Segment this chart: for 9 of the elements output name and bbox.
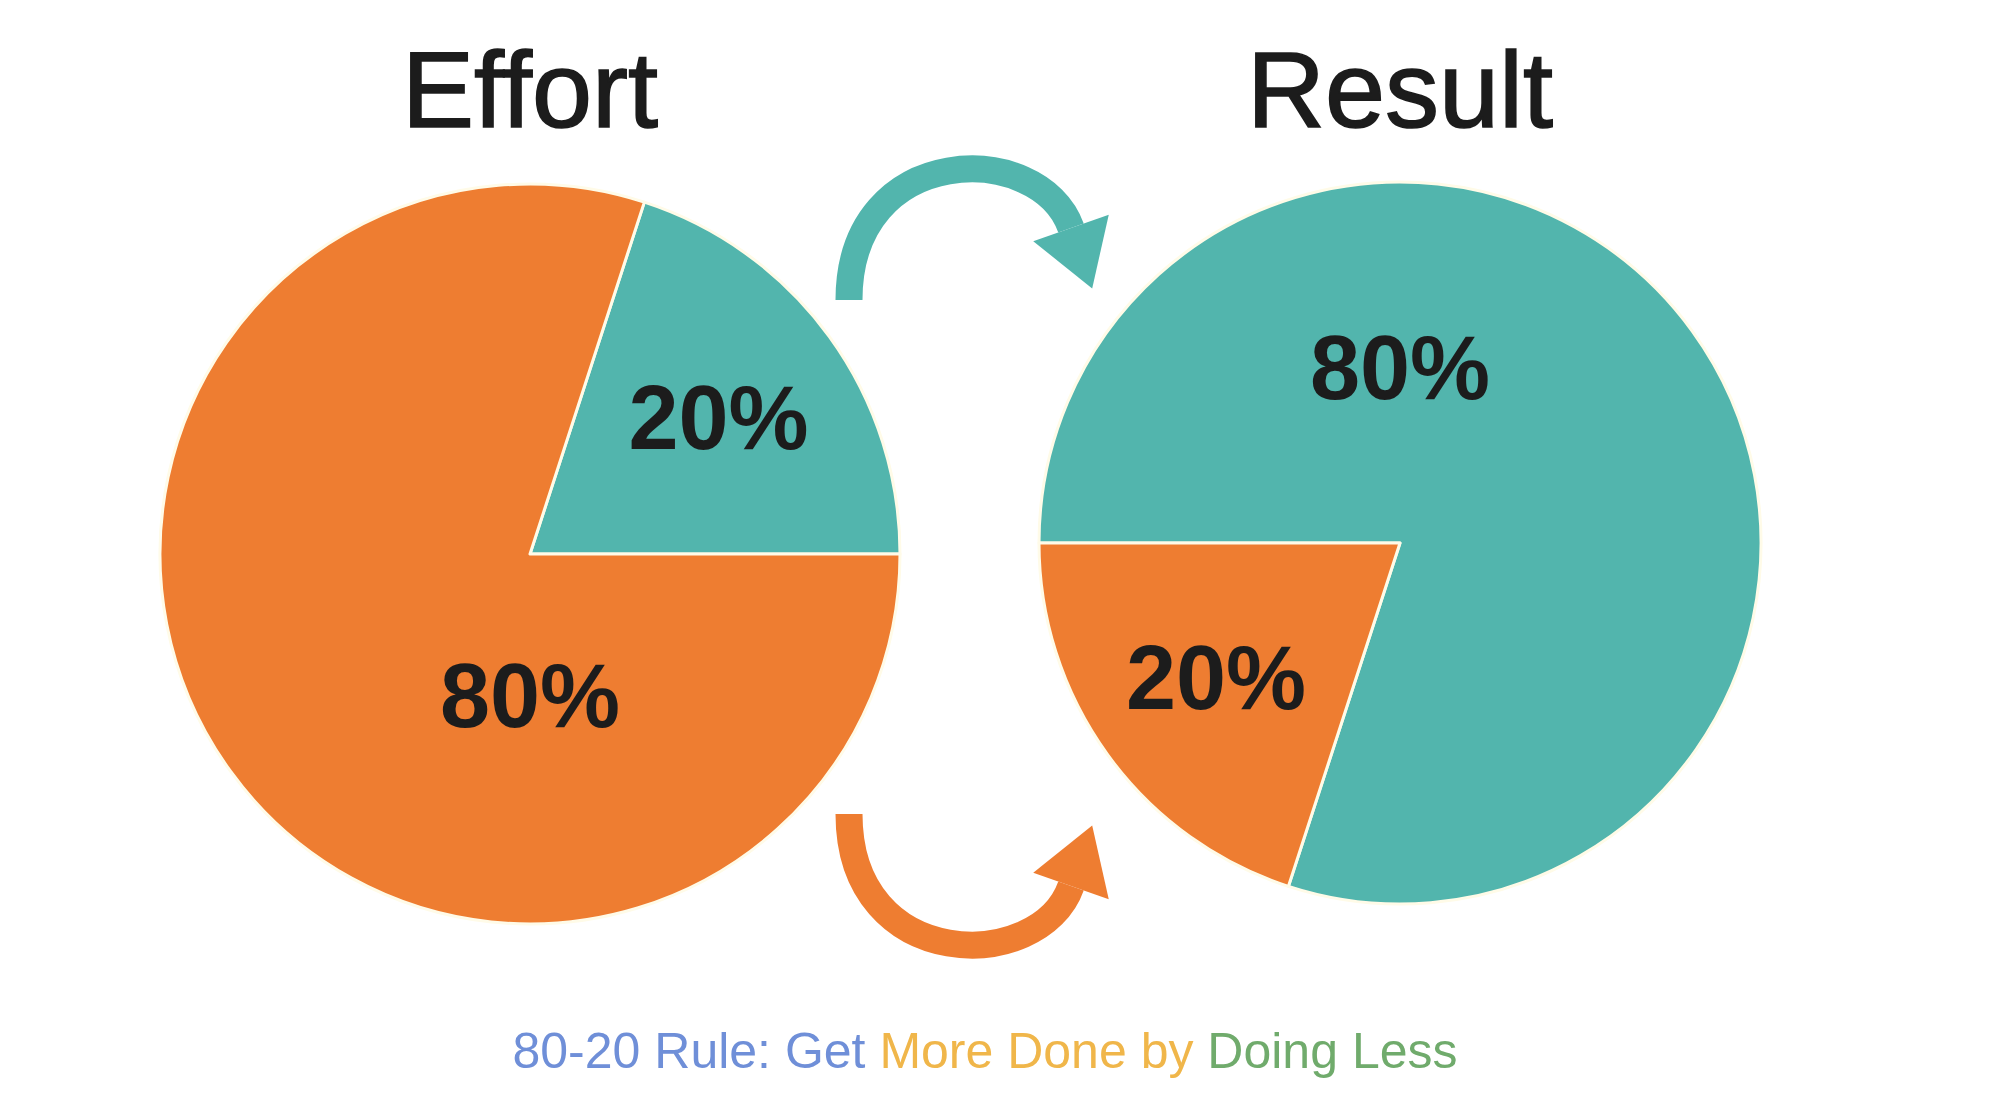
chart-title: Effort bbox=[401, 29, 659, 150]
data-label: 80% bbox=[1309, 317, 1491, 418]
data-label: 20% bbox=[1125, 628, 1307, 729]
pie-slice bbox=[158, 183, 902, 926]
data-label: 20% bbox=[628, 368, 809, 469]
data-label: 80% bbox=[439, 646, 621, 746]
pie-slice bbox=[1037, 180, 1763, 905]
text: 80-20 Rule: Get More Done by Doing Less bbox=[512, 1023, 1458, 1079]
chart-title: Result bbox=[1246, 29, 1554, 150]
